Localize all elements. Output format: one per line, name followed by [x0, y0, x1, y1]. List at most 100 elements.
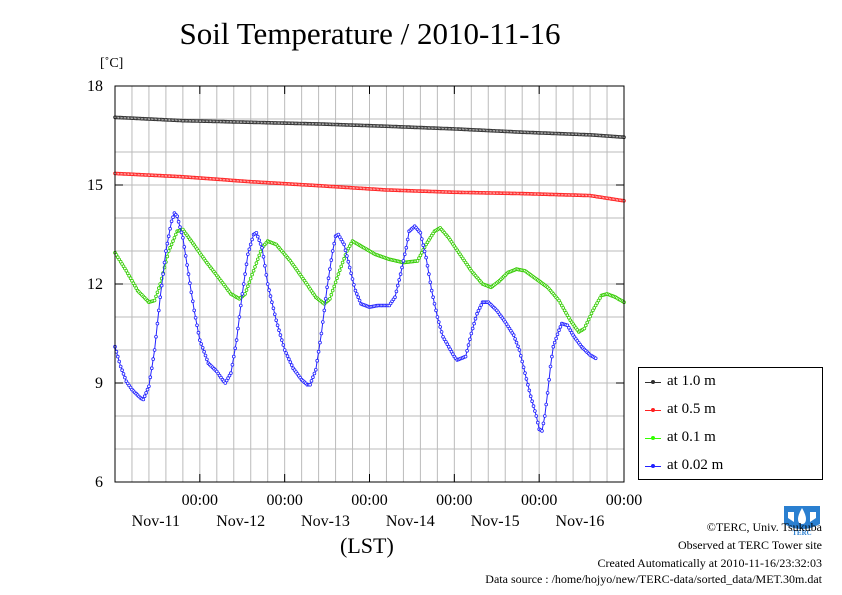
series-point — [531, 404, 536, 408]
series-point — [551, 344, 556, 349]
series-line — [114, 212, 596, 432]
series-point — [422, 249, 427, 254]
series-point — [330, 249, 335, 253]
series-point — [154, 334, 158, 339]
series-point — [181, 236, 185, 240]
series-point — [343, 248, 348, 253]
series-point — [185, 263, 189, 267]
series-point — [168, 245, 172, 250]
series-point — [350, 277, 355, 281]
series-point — [272, 312, 277, 317]
series-point — [188, 281, 192, 286]
series-point — [315, 358, 320, 363]
series-point — [432, 301, 437, 306]
credit-copyright: ©TERC, Univ. Tsukuba — [706, 520, 822, 534]
series-point — [246, 284, 250, 289]
series-point — [236, 326, 240, 331]
series-point — [523, 371, 527, 375]
series-point — [516, 344, 520, 349]
series-point — [332, 284, 337, 289]
series-point — [425, 263, 430, 268]
series-point — [593, 356, 598, 361]
series-point — [323, 296, 328, 301]
legend-label: at 1.0 m — [667, 373, 716, 389]
series-point — [434, 308, 438, 313]
series-point — [229, 371, 233, 375]
x-tick-date-label: Nov-15 — [471, 513, 520, 530]
series-point — [148, 375, 153, 380]
series-point — [544, 402, 548, 407]
series-point — [521, 365, 526, 370]
series-point — [120, 368, 124, 373]
y-tick-label: 6 — [95, 474, 103, 491]
series-point — [287, 357, 291, 361]
series-point — [257, 253, 262, 258]
x-tick-date-label: Nov-13 — [301, 513, 350, 530]
series-point — [145, 387, 150, 392]
x-tick-time-label: 00:00 — [436, 492, 472, 509]
series-point — [395, 283, 400, 288]
series-point — [472, 321, 476, 326]
series-point — [547, 377, 551, 382]
series-point — [255, 257, 260, 262]
series-point — [253, 265, 257, 269]
series-point — [470, 326, 475, 331]
series-point — [524, 377, 529, 381]
series-point — [192, 308, 197, 313]
series-point — [250, 237, 254, 242]
series-point — [244, 288, 249, 292]
series-point — [401, 259, 406, 263]
series-point — [513, 337, 517, 341]
series-point — [476, 308, 481, 313]
series-point — [151, 357, 156, 361]
series-point — [325, 285, 329, 290]
series-point — [347, 265, 352, 270]
series-point — [165, 254, 170, 259]
series-point — [398, 272, 403, 276]
series-point — [535, 420, 540, 425]
series-point — [193, 315, 198, 320]
series-point — [121, 372, 126, 376]
series-point — [541, 421, 546, 426]
legend-marker — [651, 436, 655, 440]
series-point — [596, 298, 601, 303]
series-point — [405, 237, 410, 242]
series-point — [141, 397, 146, 402]
series-point — [243, 272, 247, 276]
series-point — [329, 292, 334, 297]
series-point — [198, 338, 202, 342]
series-point — [189, 290, 194, 295]
series-point — [265, 282, 270, 286]
series-point — [308, 382, 312, 387]
series-point — [178, 225, 182, 229]
series-point — [147, 384, 151, 389]
series-point — [288, 360, 293, 364]
series-point — [312, 371, 317, 376]
series-point — [165, 241, 170, 246]
series-point — [469, 331, 474, 336]
series-point — [284, 351, 288, 355]
series-point — [322, 308, 327, 313]
series-point — [254, 261, 259, 265]
series-point — [418, 253, 423, 258]
y-tick-label: 9 — [95, 375, 103, 392]
series-point — [352, 282, 356, 287]
legend-label: at 0.1 m — [667, 429, 716, 445]
series-point — [169, 219, 174, 224]
series-point — [157, 286, 161, 290]
series-point — [540, 429, 544, 433]
series-point — [285, 354, 290, 358]
series-point — [161, 272, 165, 276]
y-tick-label: 18 — [87, 78, 103, 95]
series-point — [424, 255, 428, 260]
series-point — [346, 259, 351, 264]
series-point — [318, 340, 322, 345]
series-point — [313, 367, 318, 372]
series-point — [340, 260, 345, 265]
series-point — [555, 332, 560, 337]
series-point — [582, 326, 587, 331]
series-point — [268, 294, 273, 298]
series-4 — [113, 211, 598, 433]
series-point — [419, 250, 424, 255]
